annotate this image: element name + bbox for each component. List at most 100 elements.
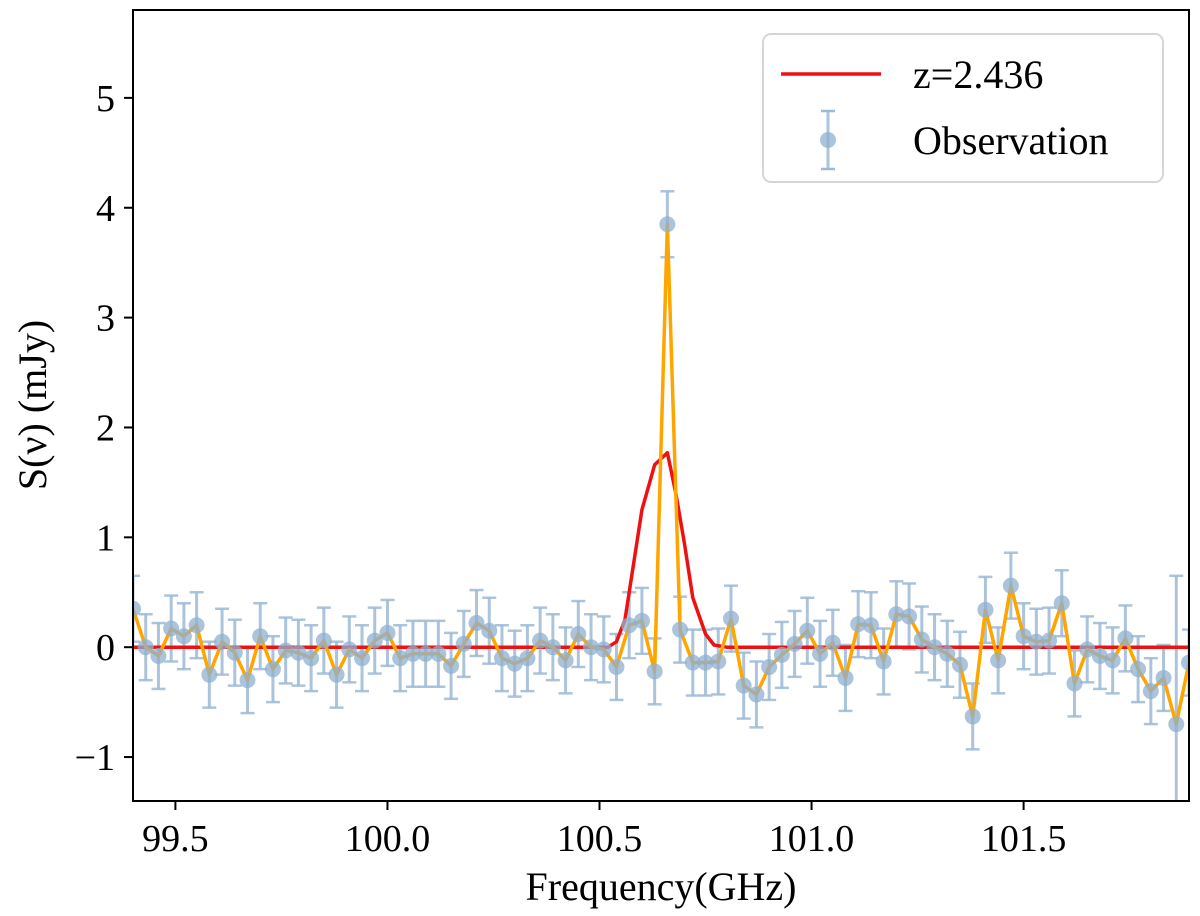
axis-ticks: 99.5 100.0 100.5 101.0 101.5 −1 0 1 2 3 4 5: [75, 78, 1067, 860]
observation-point: [722, 610, 739, 627]
observation-point: [633, 612, 650, 629]
x-axis-label: Frequency(GHz): [526, 864, 797, 909]
y-tick-label: 2: [96, 407, 115, 449]
model-line: [133, 450, 1189, 649]
observation-point: [1066, 675, 1083, 692]
observation-point: [1142, 683, 1159, 700]
observation-point: [862, 617, 879, 634]
observation-point: [748, 686, 765, 703]
observation-point: [239, 672, 256, 689]
observation-point: [1155, 669, 1172, 686]
plot-area: [133, 190, 1189, 801]
axes-frame: [132, 9, 1190, 802]
observation-point: [303, 650, 320, 667]
y-axis-label: S(ν) (mJy): [10, 320, 55, 490]
observation-point: [354, 650, 371, 667]
observation-point: [455, 635, 472, 652]
observation-point: [684, 654, 701, 671]
observation-point: [392, 650, 409, 667]
y-tick-label: 3: [96, 298, 115, 340]
observation-point: [710, 653, 727, 670]
observation-point: [379, 624, 396, 641]
observation-point: [252, 628, 269, 645]
observation-point: [583, 639, 600, 656]
observation-point: [150, 647, 167, 664]
observation-point: [812, 645, 829, 662]
observation-point: [1053, 595, 1070, 612]
observation-point: [557, 652, 574, 669]
observation-point: [608, 658, 625, 675]
observation-point: [277, 642, 294, 659]
observation-point: [1181, 654, 1189, 671]
observation-point: [901, 608, 918, 625]
observation-point: [133, 600, 141, 617]
observation-point: [201, 666, 218, 683]
legend-box: [762, 33, 1164, 183]
observation-point: [735, 677, 752, 694]
observation-point: [875, 653, 892, 670]
observation-point: [1091, 647, 1108, 664]
observation-point: [824, 634, 841, 651]
observation-point: [404, 645, 421, 662]
observation-point: [532, 632, 549, 649]
observation-point: [1130, 661, 1147, 678]
observation-point: [1104, 652, 1121, 669]
observation-point: [659, 216, 676, 233]
observation-point: [1028, 633, 1045, 650]
legend: z=2.436 Observation: [762, 33, 1164, 183]
observation-point: [430, 645, 447, 662]
y-tick-label: −1: [75, 737, 115, 779]
x-tick-label: 101.5: [981, 818, 1067, 860]
observation-point: [837, 669, 854, 686]
observation-point: [544, 639, 561, 656]
observation-point: [799, 622, 816, 639]
y-tick-label: 4: [96, 188, 115, 230]
observation-point: [646, 663, 663, 680]
legend-model-label: z=2.436: [913, 52, 1043, 97]
observation-point: [328, 666, 345, 683]
observation-point: [443, 657, 460, 674]
observation-point: [990, 652, 1007, 669]
observation-point: [964, 708, 981, 725]
observation-point: [951, 656, 968, 673]
observation-point: [264, 661, 281, 678]
observation-point: [1015, 628, 1032, 645]
observation-point: [417, 645, 434, 662]
observation-point: [913, 631, 930, 648]
observation-point: [137, 639, 154, 656]
x-tick-label: 101.0: [769, 818, 855, 860]
observation-point: [163, 620, 180, 637]
observation-point: [506, 655, 523, 672]
y-tick-label: 0: [96, 627, 115, 669]
observation-point: [926, 639, 943, 656]
observation-point: [850, 616, 867, 633]
legend-observation-label: Observation: [913, 118, 1109, 163]
observation-point: [468, 615, 485, 632]
observation-point: [315, 632, 332, 649]
observation-point: [214, 633, 231, 650]
observation-point: [341, 641, 358, 658]
y-tick-label: 1: [96, 517, 115, 559]
observation-point: [1079, 641, 1096, 658]
observation-point: [672, 621, 689, 638]
observation-point: [481, 622, 498, 639]
observation-point: [1002, 577, 1019, 594]
observation-point: [773, 646, 790, 663]
observation-point: [290, 644, 307, 661]
observation-point: [175, 628, 192, 645]
x-tick-label: 99.5: [142, 818, 209, 860]
observation-point: [595, 641, 612, 658]
observation-point: [977, 601, 994, 618]
observation-point: [1117, 630, 1134, 647]
observation-point: [493, 650, 510, 667]
observation-point: [1041, 632, 1058, 649]
observation-point: [761, 658, 778, 675]
y-tick-label: 5: [96, 78, 115, 120]
legend-observation-marker: [820, 132, 836, 148]
observation-point: [888, 606, 905, 623]
x-tick-label: 100.5: [557, 818, 643, 860]
observation-point: [226, 644, 243, 661]
observation-point: [188, 617, 205, 634]
observation-point: [697, 654, 714, 671]
x-tick-label: 100.0: [345, 818, 431, 860]
